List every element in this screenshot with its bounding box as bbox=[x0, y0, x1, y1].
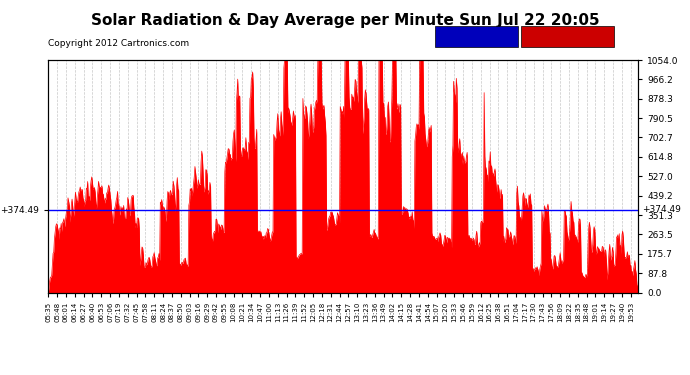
Text: Solar Radiation & Day Average per Minute Sun Jul 22 20:05: Solar Radiation & Day Average per Minute… bbox=[90, 13, 600, 28]
Text: Copyright 2012 Cartronics.com: Copyright 2012 Cartronics.com bbox=[48, 39, 190, 48]
Text: +374.49: +374.49 bbox=[642, 206, 681, 214]
Text: Radiation (W/m2): Radiation (W/m2) bbox=[522, 32, 605, 41]
Text: Median (W/m2): Median (W/m2) bbox=[436, 32, 508, 41]
